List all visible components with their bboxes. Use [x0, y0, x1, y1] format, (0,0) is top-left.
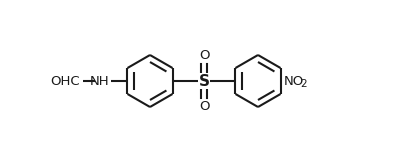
Text: O: O — [199, 100, 209, 113]
Text: 2: 2 — [301, 78, 307, 88]
Text: NO: NO — [284, 75, 304, 88]
Text: NH: NH — [90, 75, 109, 88]
Text: S: S — [198, 73, 209, 88]
Text: O: O — [199, 49, 209, 62]
Text: OHC: OHC — [50, 75, 79, 88]
